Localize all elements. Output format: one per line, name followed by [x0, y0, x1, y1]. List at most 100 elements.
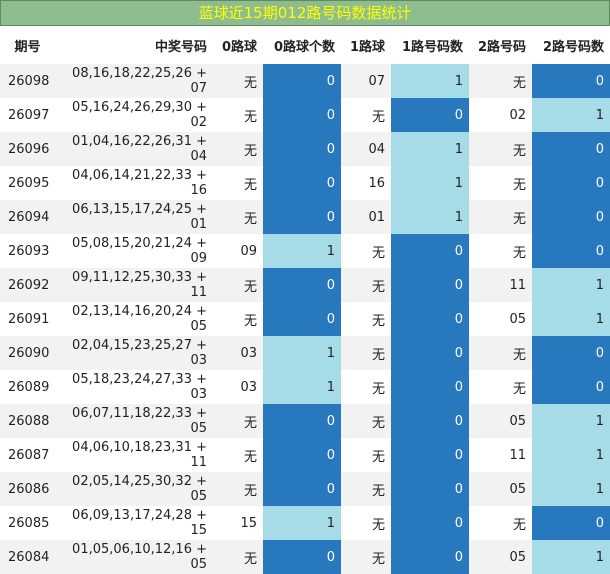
- road2-ball-cell: 11: [469, 268, 532, 302]
- road0-ball-cell: 无: [213, 438, 263, 472]
- road1-ball-cell: 无: [341, 302, 391, 336]
- period-cell: 26097: [0, 98, 55, 132]
- road2-ball-cell: 无: [469, 506, 532, 540]
- road0-ball-cell: 无: [213, 64, 263, 98]
- table-row: 26087 04,06,10,18,23,31 + 11 无 0 无 0 11 1: [0, 438, 610, 472]
- road2-ball-cell: 02: [469, 98, 532, 132]
- road1-ball-cell: 无: [341, 98, 391, 132]
- period-cell: 26098: [0, 64, 55, 98]
- table-row: 26084 01,05,06,10,12,16 + 05 无 0 无 0 05 1: [0, 540, 610, 574]
- road1-ball-cell: 无: [341, 234, 391, 268]
- road0-ball-cell: 无: [213, 268, 263, 302]
- period-cell: 26088: [0, 404, 55, 438]
- table-row: 26096 01,04,16,22,26,31 + 04 无 0 04 1 无 0: [0, 132, 610, 166]
- period-cell: 26087: [0, 438, 55, 472]
- numbers-cell: 09,11,12,25,30,33 + 11: [55, 268, 213, 302]
- road0-ball-cell: 无: [213, 302, 263, 336]
- road2-ball-cell: 11: [469, 438, 532, 472]
- road0-count-cell: 1: [263, 506, 341, 540]
- road1-ball-cell: 无: [341, 268, 391, 302]
- road2-count-cell: 1: [532, 438, 610, 472]
- road1-ball-cell: 04: [341, 132, 391, 166]
- table-row: 26095 04,06,14,21,22,33 + 16 无 0 16 1 无 0: [0, 166, 610, 200]
- table-row: 26085 06,09,13,17,24,28 + 15 15 1 无 0 无 0: [0, 506, 610, 540]
- road2-count-cell: 0: [532, 234, 610, 268]
- col-header-road1-count: 1路号码数: [391, 26, 469, 64]
- table-title: 蓝球近15期012路号码数据统计: [0, 0, 610, 26]
- road0-ball-cell: 无: [213, 132, 263, 166]
- road1-count-cell: 0: [391, 404, 469, 438]
- road1-ball-cell: 16: [341, 166, 391, 200]
- numbers-cell: 05,16,24,26,29,30 + 02: [55, 98, 213, 132]
- period-cell: 26090: [0, 336, 55, 370]
- road0-count-cell: 0: [263, 132, 341, 166]
- col-header-road0-ball: 0路球: [213, 26, 263, 64]
- road0-count-cell: 1: [263, 234, 341, 268]
- road0-ball-cell: 无: [213, 98, 263, 132]
- table-body: 26098 08,16,18,22,25,26 + 07 无 0 07 1 无 0 26097 0…: [0, 64, 610, 574]
- table-row: 26097 05,16,24,26,29,30 + 02 无 0 无 0 02 1: [0, 98, 610, 132]
- table-row: 26091 02,13,14,16,20,24 + 05 无 0 无 0 05 1: [0, 302, 610, 336]
- road2-count-cell: 1: [532, 404, 610, 438]
- road1-count-cell: 1: [391, 166, 469, 200]
- road0-ball-cell: 无: [213, 200, 263, 234]
- road2-count-cell: 1: [532, 302, 610, 336]
- period-cell: 26089: [0, 370, 55, 404]
- road1-count-cell: 1: [391, 64, 469, 98]
- table-row: 26089 05,18,23,24,27,33 + 03 03 1 无 0 无 0: [0, 370, 610, 404]
- stats-table: 期号 中奖号码 0路球 0路球个数 1路球 1路号码数 2路号码 2路号码数 2…: [0, 26, 610, 574]
- numbers-cell: 01,05,06,10,12,16 + 05: [55, 540, 213, 574]
- road1-count-cell: 0: [391, 234, 469, 268]
- road2-ball-cell: 05: [469, 540, 532, 574]
- col-header-road2-ball: 2路号码: [469, 26, 532, 64]
- road1-count-cell: 0: [391, 472, 469, 506]
- road1-count-cell: 0: [391, 98, 469, 132]
- road1-count-cell: 0: [391, 438, 469, 472]
- table-row: 26092 09,11,12,25,30,33 + 11 无 0 无 0 11 1: [0, 268, 610, 302]
- road0-count-cell: 0: [263, 404, 341, 438]
- road1-count-cell: 0: [391, 540, 469, 574]
- road2-count-cell: 0: [532, 506, 610, 540]
- numbers-cell: 02,13,14,16,20,24 + 05: [55, 302, 213, 336]
- road2-count-cell: 0: [532, 64, 610, 98]
- road0-ball-cell: 无: [213, 166, 263, 200]
- numbers-cell: 06,09,13,17,24,28 + 15: [55, 506, 213, 540]
- road0-count-cell: 0: [263, 268, 341, 302]
- road2-count-cell: 0: [532, 370, 610, 404]
- table-row: 26086 02,05,14,25,30,32 + 05 无 0 无 0 05 1: [0, 472, 610, 506]
- road1-ball-cell: 无: [341, 506, 391, 540]
- road2-count-cell: 0: [532, 166, 610, 200]
- road0-count-cell: 0: [263, 98, 341, 132]
- numbers-cell: 05,08,15,20,21,24 + 09: [55, 234, 213, 268]
- col-header-numbers: 中奖号码: [55, 26, 213, 64]
- col-header-road0-count: 0路球个数: [263, 26, 341, 64]
- road1-ball-cell: 无: [341, 438, 391, 472]
- period-cell: 26085: [0, 506, 55, 540]
- road2-count-cell: 1: [532, 98, 610, 132]
- road1-count-cell: 0: [391, 506, 469, 540]
- table-row: 26088 06,07,11,18,22,33 + 05 无 0 无 0 05 1: [0, 404, 610, 438]
- road2-count-cell: 0: [532, 200, 610, 234]
- road0-ball-cell: 无: [213, 540, 263, 574]
- col-header-period: 期号: [0, 26, 55, 64]
- period-cell: 26092: [0, 268, 55, 302]
- road1-ball-cell: 无: [341, 540, 391, 574]
- table-row: 26098 08,16,18,22,25,26 + 07 无 0 07 1 无 0: [0, 64, 610, 98]
- table-row: 26090 02,04,15,23,25,27 + 03 03 1 无 0 无 0: [0, 336, 610, 370]
- road0-ball-cell: 无: [213, 472, 263, 506]
- road2-ball-cell: 05: [469, 302, 532, 336]
- road1-count-cell: 0: [391, 268, 469, 302]
- road1-ball-cell: 无: [341, 370, 391, 404]
- road0-count-cell: 0: [263, 64, 341, 98]
- road1-count-cell: 0: [391, 370, 469, 404]
- road0-count-cell: 0: [263, 200, 341, 234]
- road2-ball-cell: 无: [469, 234, 532, 268]
- road2-ball-cell: 05: [469, 472, 532, 506]
- road0-ball-cell: 03: [213, 336, 263, 370]
- road2-ball-cell: 无: [469, 166, 532, 200]
- col-header-road2-count: 2路号码数: [532, 26, 610, 64]
- numbers-cell: 02,04,15,23,25,27 + 03: [55, 336, 213, 370]
- col-header-road1-ball: 1路球: [341, 26, 391, 64]
- numbers-cell: 06,07,11,18,22,33 + 05: [55, 404, 213, 438]
- road0-count-cell: 0: [263, 540, 341, 574]
